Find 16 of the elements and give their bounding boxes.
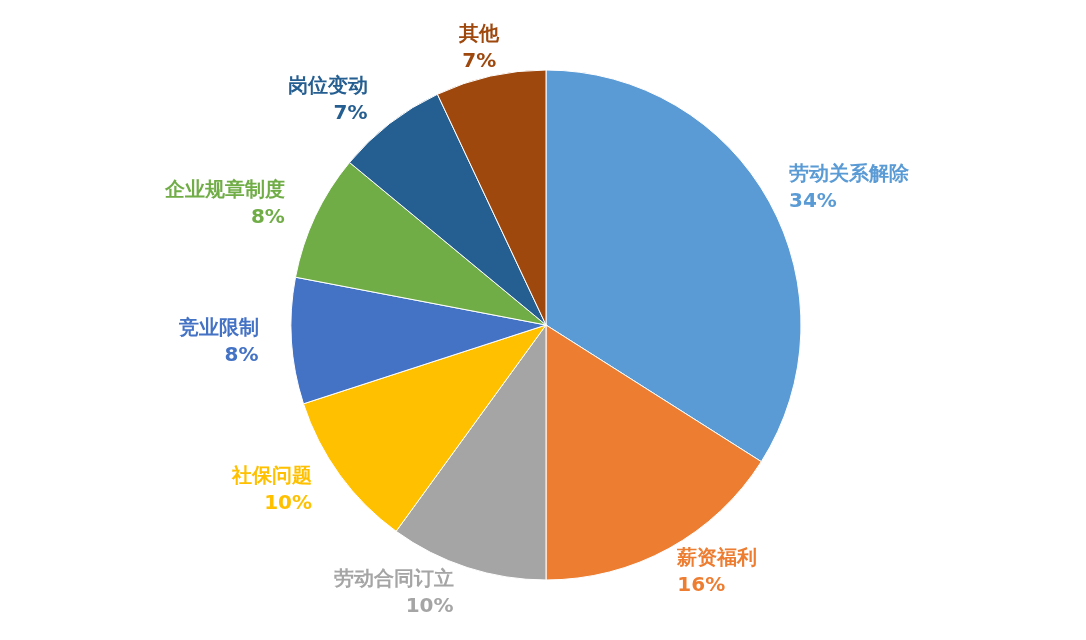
data-label: 34% (788, 187, 837, 212)
slice-label: 竞业限制 (177, 314, 259, 339)
data-label: 16% (677, 571, 726, 596)
data-label: 7% (333, 100, 368, 125)
slice-label: 其他 (458, 20, 501, 45)
slice-label: 劳动关系解除 (788, 160, 910, 185)
data-label: 10% (405, 593, 454, 618)
data-label: 8% (250, 203, 285, 228)
slice-label: 岗位变动 (287, 73, 368, 98)
data-label: 8% (224, 341, 259, 366)
slice-label: 企业规章制度 (163, 176, 285, 201)
slice-label: 薪资福利 (676, 544, 758, 569)
data-label: 7% (462, 47, 497, 72)
slice-label: 社保问题 (231, 463, 313, 488)
data-label: 10% (264, 490, 313, 515)
slice-label: 劳动合同订立 (333, 566, 454, 591)
